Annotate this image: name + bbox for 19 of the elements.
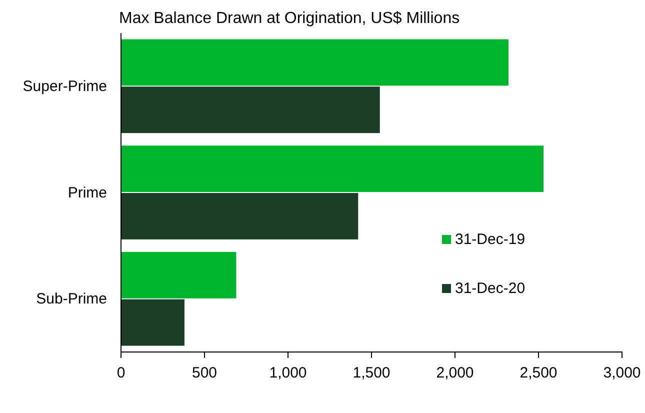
bar — [121, 192, 358, 240]
y-tick-label: Prime — [68, 184, 107, 202]
legend-label: 31-Dec-20 — [455, 280, 526, 297]
x-tick-label: 500 — [192, 364, 218, 382]
chart-title: Max Balance Drawn at Origination, US$ Millions — [119, 10, 460, 27]
bar — [121, 252, 236, 298]
x-tick-label: 2,500 — [520, 364, 558, 382]
y-tick-label: Super-Prime — [22, 78, 107, 95]
x-tick-label: 0 — [116, 364, 126, 382]
x-tick-label: 2,000 — [436, 364, 474, 382]
bar — [121, 86, 380, 134]
x-tick-label: 3,000 — [603, 364, 641, 382]
bar — [121, 299, 184, 346]
x-tick-label: 1,000 — [269, 364, 307, 382]
legend-label: 31-Dec-19 — [455, 231, 526, 248]
y-tick-label: Sub-Prime — [36, 290, 107, 308]
bar — [121, 39, 508, 86]
bar — [121, 146, 544, 192]
x-tick-label: 1,500 — [352, 364, 390, 382]
